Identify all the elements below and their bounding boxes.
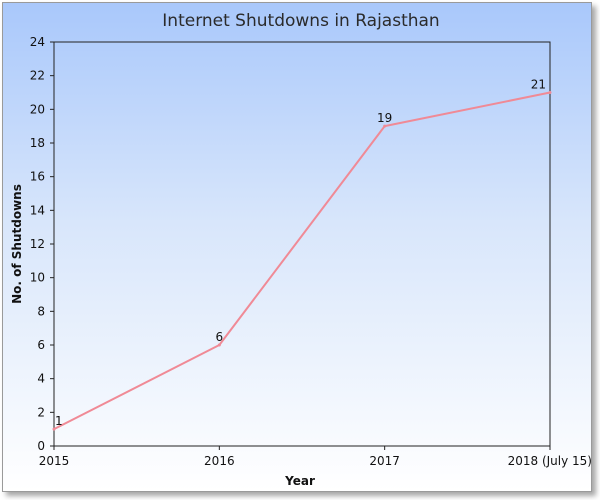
- chart-frame: Internet Shutdowns in Rajasthan: [2, 2, 592, 492]
- x-axis-title: Year: [284, 474, 315, 488]
- y-axis-title: No. of Shutdowns: [10, 184, 24, 304]
- y-tick-label: 8: [37, 304, 45, 318]
- plot-area: [53, 41, 551, 447]
- x-tick-label: 2017: [369, 454, 400, 468]
- y-tick-label: 22: [30, 69, 45, 83]
- y-tick-label: 12: [30, 237, 45, 251]
- data-label: 1: [55, 414, 63, 428]
- data-label: 21: [531, 78, 546, 92]
- data-point: [383, 124, 387, 128]
- y-tick-label: 16: [30, 170, 45, 184]
- y-tick-label: 4: [37, 372, 45, 386]
- y-tick-label: 0: [37, 439, 45, 453]
- y-tick-label: 10: [30, 271, 45, 285]
- x-tick-label: 2018 (July 15): [508, 454, 592, 468]
- data-label: 6: [216, 330, 224, 344]
- x-tick-label: 2015: [39, 454, 70, 468]
- y-tick-label: 24: [30, 35, 45, 49]
- y-tick-label: 20: [30, 102, 45, 116]
- data-labels: 1 6 19 21: [55, 78, 546, 429]
- data-point: [548, 91, 552, 94]
- data-point: [52, 427, 56, 431]
- y-tick-label: 18: [30, 136, 45, 150]
- x-tick-label: 2016: [204, 454, 235, 468]
- y-tick-label: 2: [37, 405, 45, 419]
- data-point: [217, 343, 221, 347]
- chart-title: Internet Shutdowns in Rajasthan: [162, 11, 440, 31]
- series-line: [53, 91, 551, 431]
- series-layer: [52, 91, 552, 431]
- y-tick-label: 6: [37, 338, 45, 352]
- data-label: 19: [377, 111, 392, 125]
- y-tick-label: 14: [30, 203, 45, 217]
- x-axis-ticks: 2015 2016 2017 2018 (July 15): [39, 446, 592, 468]
